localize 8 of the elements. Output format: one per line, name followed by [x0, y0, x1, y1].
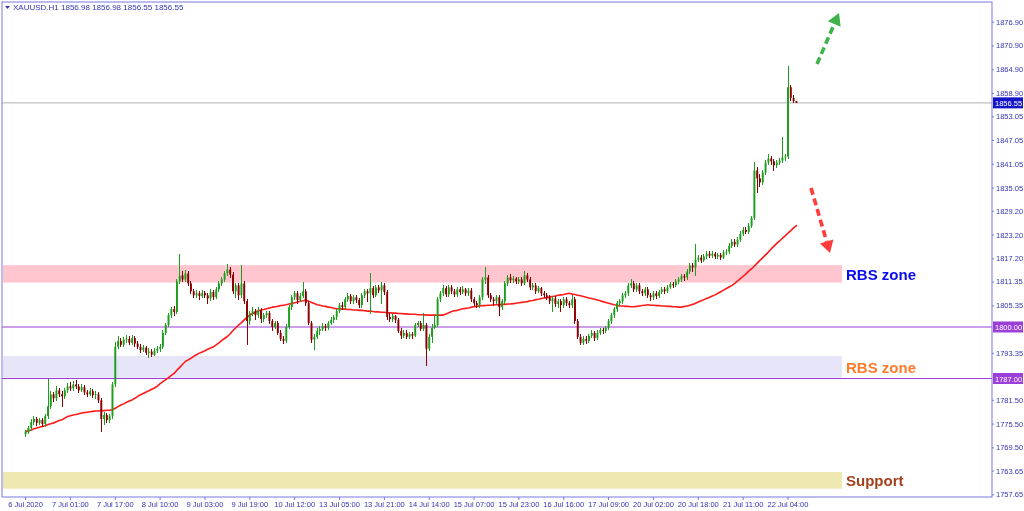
line-series: [24, 224, 798, 433]
band-label: RBS zone: [846, 358, 917, 376]
chart-title: XAUUSD.H1 1856.98 1856.98 1856.55 1856.55: [13, 3, 184, 12]
candlestick: [487, 274, 490, 299]
candlestick: [61, 390, 63, 408]
band-label: RBS zone: [846, 265, 917, 283]
candlestick: [232, 271, 234, 295]
band-label: Support: [846, 471, 904, 489]
